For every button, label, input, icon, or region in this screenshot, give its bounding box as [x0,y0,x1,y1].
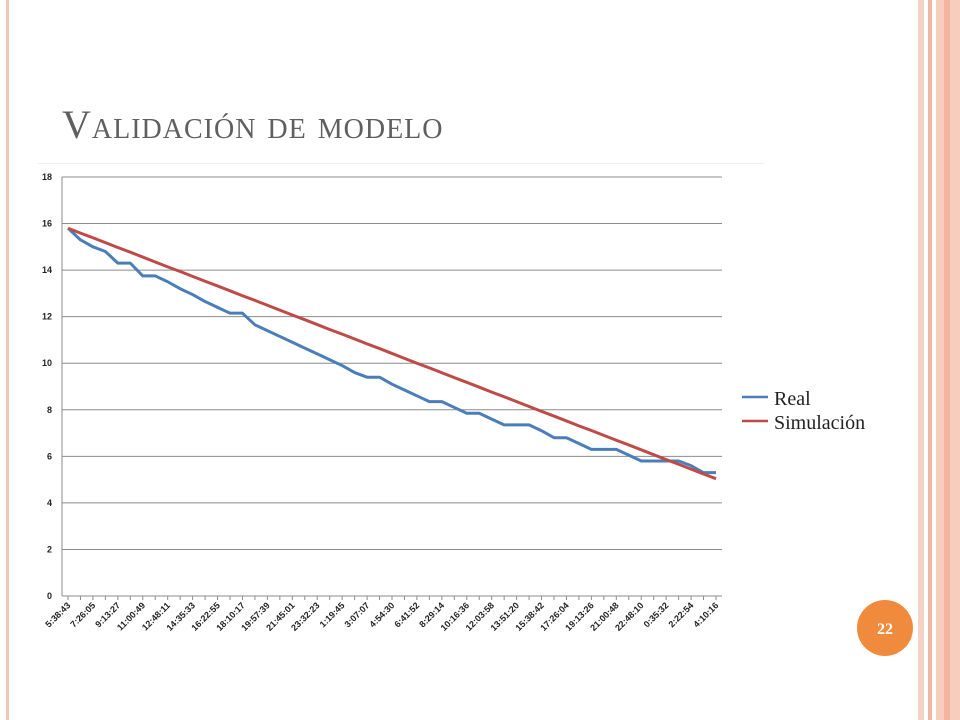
stripe [928,0,932,720]
legend-label: Real [774,388,811,410]
y-tick-label: 12 [42,312,52,322]
slide-number-badge [857,600,913,656]
legend-label: Simulación [774,412,865,434]
y-tick-label: 10 [42,358,52,368]
data-line [66,227,716,475]
y-tick-label: 16 [42,219,52,229]
chart-border [38,163,764,164]
y-tick-label: 0 [47,591,52,601]
slide-number: 22 [877,621,893,638]
y-tick-label: 18 [42,172,52,182]
y-tick-label: 2 [47,544,52,554]
y-tick-label: 6 [47,451,52,461]
y-tick-label: 4 [47,498,52,508]
y-tick-label: 8 [47,405,52,415]
data-line [67,226,717,481]
y-tick-label: 14 [42,265,52,275]
left-border [6,0,9,720]
stripe [918,0,924,720]
slide-title: Validación de modelo [62,102,444,147]
stripe [944,0,950,720]
